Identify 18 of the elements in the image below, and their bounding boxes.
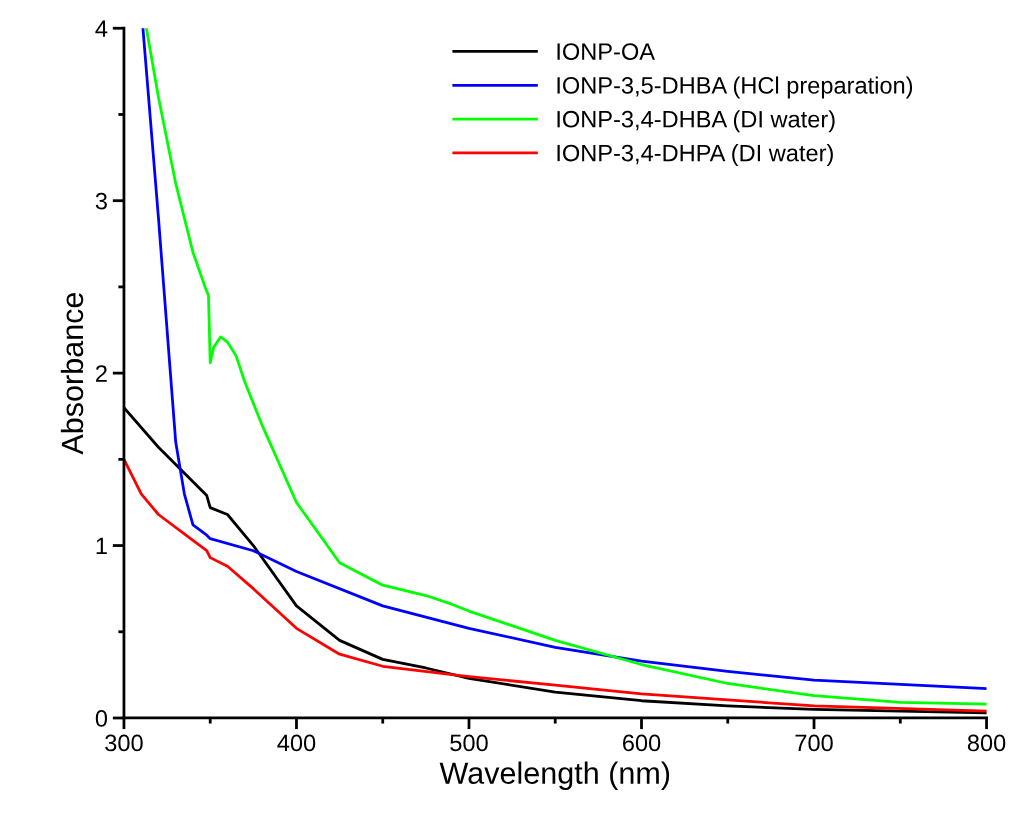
legend-label: IONP-3,4-DHBA (DI water) [557, 110, 835, 133]
x-tick-label: 400 [277, 734, 316, 752]
y-tick-label: 4 [95, 20, 108, 37]
legend-label: IONP-OA [557, 43, 655, 60]
legend-label: IONP-3,5-DHBA (HCl preparation) [557, 76, 913, 99]
line-series [123, 457, 987, 713]
y-axis-title: Absorbance [60, 292, 84, 455]
y-tick-label: 1 [96, 537, 107, 555]
legend-label: IONP-3,4-DHPA (DI water) [557, 144, 833, 167]
x-tick-label: 500 [450, 734, 488, 752]
y-tick-label: 2 [96, 365, 107, 382]
x-tick-label: 800 [967, 734, 1006, 752]
y-tick-label: 3 [95, 192, 107, 210]
x-tick-label: 700 [795, 734, 833, 752]
x-axis-title: Wavelength (nm) [439, 761, 670, 791]
y-tick-label: 0 [95, 710, 108, 727]
x-tick-label: 300 [105, 734, 143, 752]
x-tick-label: 600 [623, 734, 661, 752]
